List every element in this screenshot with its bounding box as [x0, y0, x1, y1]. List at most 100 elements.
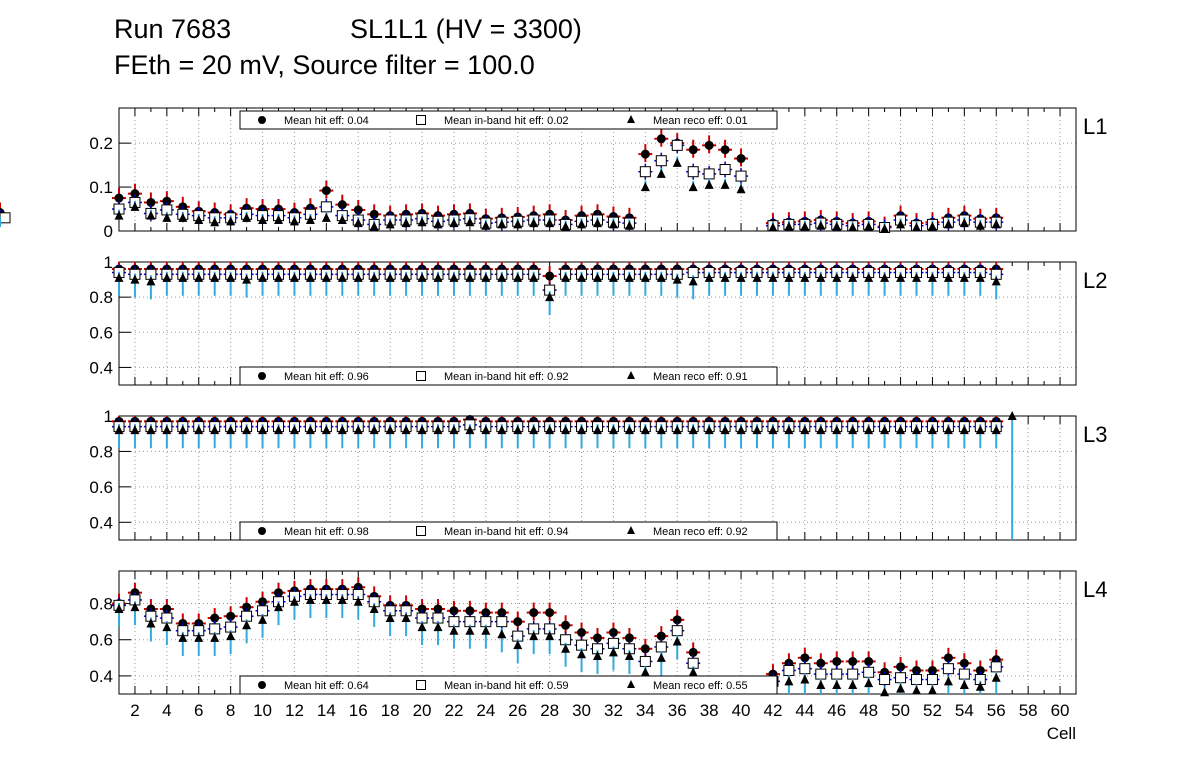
marker-reco-eff — [640, 667, 650, 677]
marker-hit-eff — [465, 606, 475, 616]
chart-title-line1: Run 7683 SL1L1 (HV = 3300) — [114, 14, 582, 107]
marker-reco-eff — [226, 631, 236, 641]
marker-reco-eff — [417, 622, 427, 632]
legend-entry: Mean reco eff: 0.01 — [653, 115, 748, 127]
panel-l4: 0.4 0.6 0.8 L4 Mean hit eff: 0.64 Mean in-ban… — [89, 570, 1107, 743]
marker-reco-eff — [465, 425, 475, 435]
marker-reco-eff — [513, 425, 523, 435]
marker-reco-eff — [672, 425, 682, 435]
marker-reco-eff — [640, 272, 650, 282]
x-tick-label: 18 — [381, 701, 400, 720]
marker-reco-eff — [577, 219, 587, 229]
marker-reco-eff — [258, 215, 268, 225]
legend-marker-inband — [416, 680, 426, 690]
marker-hit-eff — [927, 665, 937, 675]
marker-reco-eff — [481, 272, 491, 282]
marker-hit-eff — [800, 653, 810, 663]
marker-hit-eff — [417, 604, 427, 614]
x-tick-label: 38 — [700, 701, 719, 720]
marker-reco-eff — [497, 425, 507, 435]
marker-hit-eff — [242, 602, 252, 612]
marker-reco-eff — [146, 425, 156, 435]
marker-reco-eff — [848, 679, 858, 689]
marker-hit-eff — [210, 613, 220, 623]
marker-reco-eff — [959, 218, 969, 228]
y-tick-label: 0.4 — [89, 513, 113, 532]
marker-inband-eff — [831, 668, 843, 680]
marker-reco-eff — [513, 272, 523, 282]
marker-reco-eff — [226, 425, 236, 435]
marker-reco-eff — [178, 212, 188, 222]
marker-reco-eff — [417, 272, 427, 282]
marker-hit-eff — [162, 604, 172, 614]
marker-reco-eff — [688, 182, 698, 192]
marker-reco-eff — [513, 219, 523, 229]
marker-reco-eff — [896, 219, 906, 229]
superlayer-label: SL1L1 (HV = 3300) — [350, 14, 582, 44]
marker-reco-eff — [832, 679, 842, 689]
marker-reco-eff — [210, 425, 220, 435]
legend-entry: Mean hit eff: 0.98 — [284, 526, 369, 538]
marker-reco-eff — [943, 425, 953, 435]
marker-reco-eff — [529, 425, 539, 435]
marker-reco-eff — [864, 221, 874, 231]
marker-reco-eff — [943, 676, 953, 686]
marker-inband-eff — [847, 668, 859, 680]
marker-reco-eff — [593, 218, 602, 228]
marker-reco-eff — [274, 602, 283, 612]
panel-l1: 0 0.1 0.2 L1 Mean hit eff: 0.04 Mean in-band … — [0, 107, 1107, 241]
marker-hit-eff — [146, 197, 156, 207]
x-tick-label: 56 — [987, 701, 1006, 720]
marker-hit-eff — [433, 604, 443, 614]
marker-reco-eff — [624, 425, 634, 435]
x-tick-label: 30 — [572, 701, 591, 720]
marker-reco-eff — [720, 272, 730, 282]
marker-reco-eff — [449, 625, 459, 635]
y-tick-label: 0.6 — [89, 323, 113, 342]
marker-reco-eff — [704, 179, 714, 189]
marker-inband-eff — [687, 166, 699, 178]
marker-reco-eff — [258, 425, 268, 435]
marker-hit-eff — [162, 196, 172, 206]
marker-reco-eff — [672, 157, 682, 167]
marker-reco-eff — [289, 596, 299, 606]
marker-reco-eff — [752, 425, 762, 435]
y-tick-label: 0.4 — [89, 358, 113, 377]
marker-reco-eff — [800, 272, 810, 282]
marker-inband-eff — [655, 155, 667, 167]
legend-entry: Mean hit eff: 0.96 — [284, 371, 369, 383]
marker-reco-eff — [736, 272, 746, 282]
marker-hit-eff — [353, 205, 363, 215]
marker-inband-eff — [719, 164, 731, 175]
marker-inband-eff — [863, 666, 875, 678]
marker-reco-eff — [672, 636, 682, 646]
marker-reco-eff — [800, 425, 810, 435]
marker-reco-eff — [481, 625, 491, 635]
marker-reco-eff — [561, 425, 571, 435]
marker-hit-eff — [816, 658, 826, 668]
legend: Mean hit eff: 0.98 Mean in-band hit eff: … — [239, 521, 778, 541]
marker-reco-eff — [242, 274, 252, 284]
marker-hit-eff — [912, 665, 921, 675]
marker-reco-eff — [640, 425, 650, 435]
marker-reco-eff — [353, 425, 363, 435]
marker-reco-eff — [640, 182, 650, 192]
marker-reco-eff — [449, 218, 459, 228]
marker-reco-eff — [1007, 411, 1017, 420]
marker-reco-eff — [593, 425, 602, 435]
marker-inband-eff — [639, 655, 651, 667]
marker-reco-eff — [417, 425, 427, 435]
x-tick-label: 28 — [540, 701, 559, 720]
marker-reco-eff — [975, 681, 985, 691]
marker-reco-eff — [593, 272, 602, 282]
marker-reco-eff — [800, 674, 810, 684]
marker-hit-eff — [226, 611, 236, 621]
marker-reco-eff — [832, 221, 842, 231]
x-tick-label: 58 — [1019, 701, 1038, 720]
legend-marker-inband — [416, 526, 426, 536]
marker-reco-eff — [353, 218, 363, 228]
marker-reco-eff — [927, 272, 937, 282]
panel-label: L3 — [1083, 422, 1107, 447]
marker-inband-eff — [990, 661, 1002, 673]
